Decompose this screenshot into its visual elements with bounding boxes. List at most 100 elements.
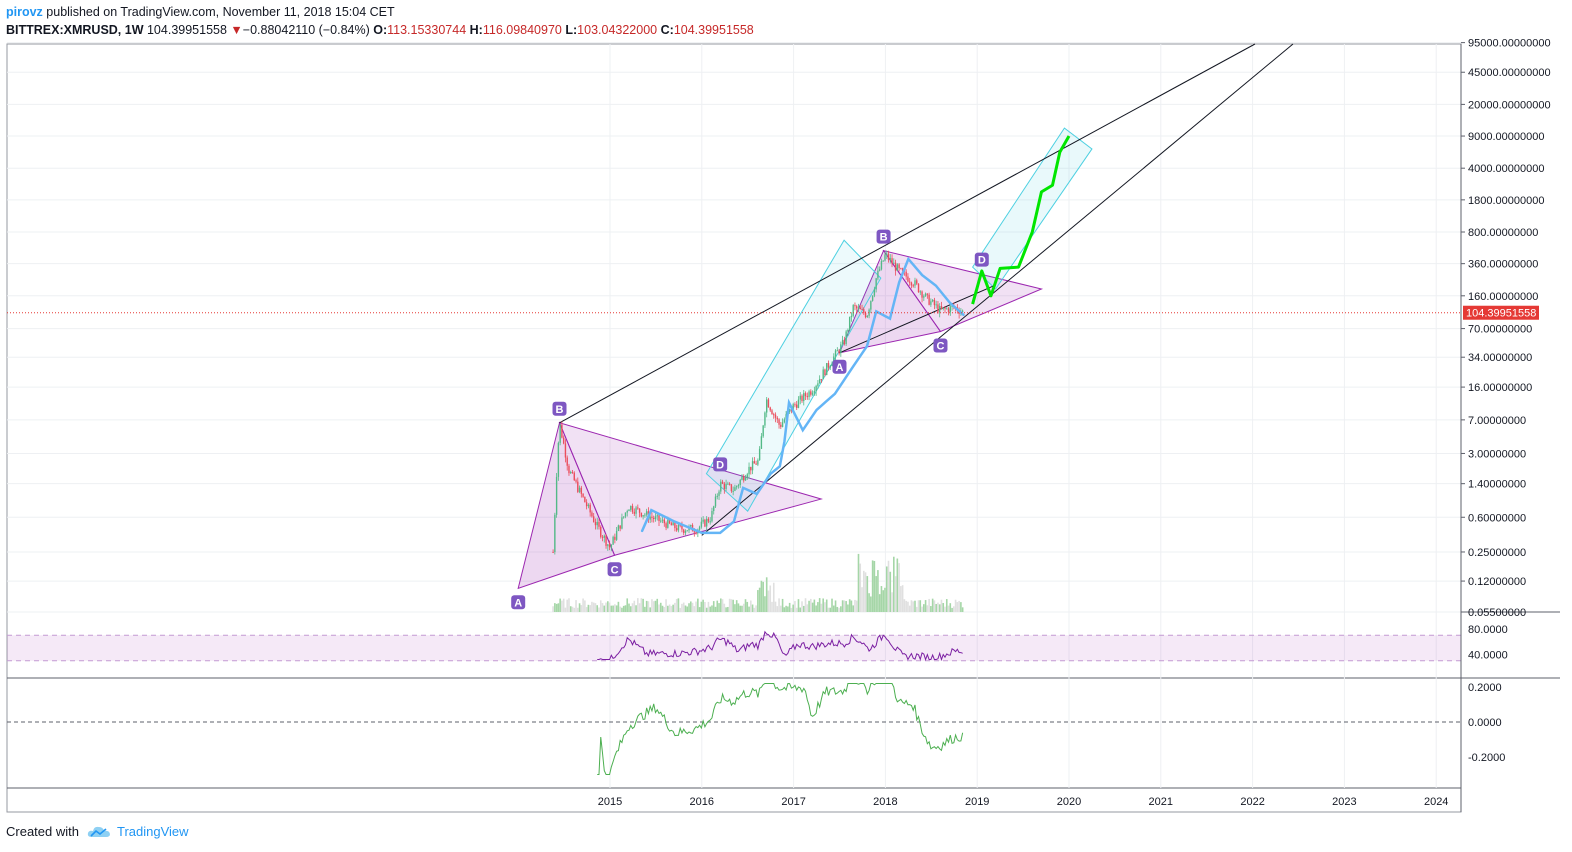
time-axis[interactable]: 2015 2016 2017 2018 2019 2020 2021 2022 2023 2024: [598, 796, 1449, 808]
volume-bar: [877, 570, 879, 612]
volume-bar: [675, 598, 678, 612]
price-tick-label: 7.00000000: [1468, 415, 1526, 427]
price-tick-label: 95000.00000000: [1468, 38, 1551, 50]
drawings-layer[interactable]: [517, 43, 1294, 590]
candle-body: [908, 281, 911, 283]
volume-bar: [633, 600, 636, 612]
author-link[interactable]: pirovz: [6, 5, 43, 19]
volume-bar: [576, 607, 579, 612]
candle-body: [811, 392, 814, 395]
candle-body: [737, 484, 740, 487]
volume-bar: [832, 605, 835, 612]
candle-body: [628, 509, 630, 512]
price-tick-label: 3.00000000: [1468, 448, 1526, 460]
price-tick-label: 0.05500000: [1468, 607, 1526, 619]
volume-bar: [859, 563, 862, 612]
volume-bar: [629, 606, 632, 612]
volume-bar: [705, 607, 708, 612]
volume-bar: [718, 603, 720, 612]
candle-body: [690, 525, 692, 527]
volume-bar: [582, 598, 584, 612]
candle-body: [894, 262, 897, 271]
volume-bar: [771, 601, 773, 612]
candle-body: [557, 442, 560, 477]
volume-bar: [559, 598, 561, 612]
volume-bar: [824, 602, 826, 612]
volume-bar: [947, 605, 950, 612]
trend-line-middle: [701, 43, 1294, 536]
volume-bar: [857, 553, 860, 612]
candle-body: [818, 379, 821, 384]
time-tick-label: 2016: [690, 796, 714, 808]
candle-body: [799, 395, 801, 400]
low-value: 103.04322000: [577, 23, 658, 37]
candle-body: [877, 270, 879, 279]
candle-body: [930, 301, 932, 305]
volume-bar: [617, 601, 620, 612]
volume-bar: [836, 606, 839, 612]
volume-bar: [893, 556, 895, 612]
volume-bar: [739, 605, 742, 612]
volume-bar: [806, 604, 809, 612]
candle-body: [864, 313, 867, 318]
volume-bar: [868, 593, 870, 612]
oscillator-line: [597, 682, 964, 775]
volume-bar: [757, 590, 759, 612]
candle-body: [591, 512, 593, 517]
candle-body: [640, 512, 643, 517]
volume-bar: [811, 602, 814, 612]
price-tick-label: 160.00000000: [1468, 291, 1538, 303]
candle-body: [589, 504, 591, 513]
tradingview-logo[interactable]: TradingView: [87, 824, 189, 839]
candle-body: [709, 521, 711, 523]
candle-body: [653, 517, 655, 520]
candle-body: [575, 480, 577, 482]
volume-bar: [603, 605, 606, 612]
candle-body: [834, 350, 837, 357]
volume-bar: [817, 602, 819, 612]
volume-bar: [734, 604, 736, 612]
candle-body: [607, 544, 609, 546]
candle-body: [637, 507, 639, 509]
candle-body: [679, 524, 681, 526]
candle-body: [610, 544, 613, 548]
volume-bar: [781, 598, 784, 612]
candle-body: [841, 339, 844, 345]
high-label: H:: [469, 23, 483, 37]
pattern-point-badge: [713, 457, 728, 472]
volume-bar: [847, 604, 849, 612]
candle-body: [757, 460, 759, 465]
volume-bar: [760, 580, 763, 612]
price-axis[interactable]: 95000.00000000 45000.00000000 20000.000000…: [1460, 38, 1551, 812]
candle-body: [656, 515, 658, 517]
candle-body: [917, 283, 920, 293]
volume-bar: [587, 604, 590, 612]
volume-bar: [615, 605, 618, 612]
volume-bar: [762, 581, 764, 612]
price-tick-label: 34.00000000: [1468, 352, 1532, 364]
candle-body: [944, 307, 946, 309]
candle-body: [773, 414, 775, 416]
volume-bar: [742, 603, 745, 612]
volume-bar: [903, 599, 906, 612]
candle-body: [732, 490, 734, 492]
volume-bar: [850, 600, 853, 612]
volume-bar: [954, 599, 957, 612]
candle-body: [760, 436, 763, 449]
volume-bar: [755, 605, 757, 612]
candle-body: [808, 391, 810, 398]
pattern-point-badge: [876, 229, 891, 244]
volume-bar: [919, 600, 922, 612]
candle-body: [642, 515, 644, 517]
volume-bar: [651, 599, 653, 612]
volume-bar: [645, 600, 648, 612]
candle-body: [870, 300, 872, 310]
volume-bar: [875, 576, 877, 612]
candle-body: [946, 308, 948, 310]
candle-body: [677, 524, 680, 531]
candle-body: [698, 526, 701, 530]
candle-body: [735, 486, 738, 488]
candle-body: [910, 282, 913, 286]
candle-body: [916, 280, 918, 284]
